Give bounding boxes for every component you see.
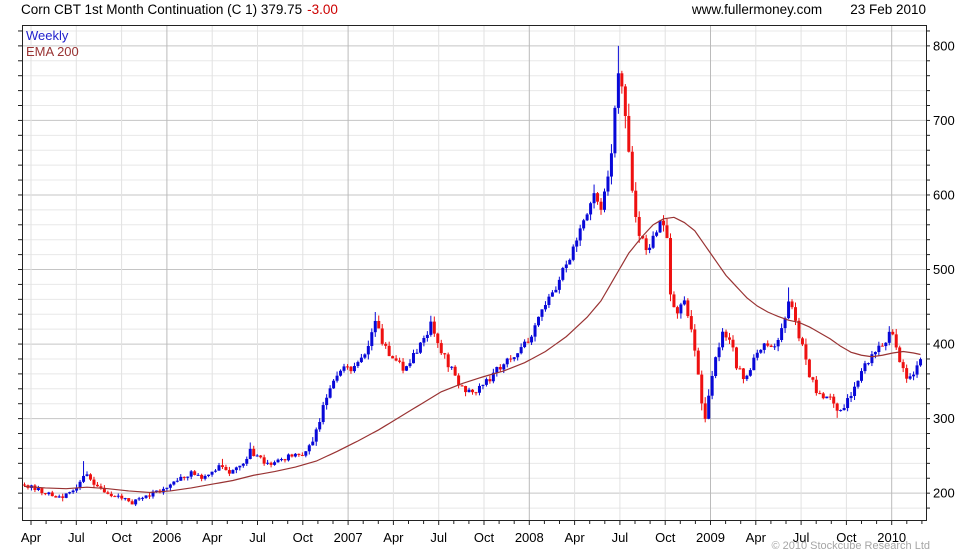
x-axis-label: Apr <box>202 530 223 545</box>
x-axis-label: Jul <box>793 530 810 545</box>
x-axis-label: Apr <box>746 530 767 545</box>
chart-legend: Weekly EMA 200 <box>26 28 79 60</box>
axis-labels-layer: 200 300 400 500 600 700 800 Apr Jul Oct 2006 Apr Jul… <box>21 38 955 545</box>
x-axis-label: 2010 <box>877 530 906 545</box>
instrument-title: Corn CBT 1st Month Continuation (C 1) 37… <box>21 2 303 17</box>
x-axis-label: Jul <box>249 530 266 545</box>
header-right: www.fullermoney.com 23 Feb 2010 <box>692 2 926 17</box>
copyright-notice: © 2010 Stockcube Research Ltd <box>771 540 930 552</box>
page-title: Corn CBT 1st Month Continuation (C 1) 37… <box>21 2 338 17</box>
x-axis-label: Jul <box>68 530 85 545</box>
x-axis-label: Jul <box>612 530 629 545</box>
y-axis-label: 400 <box>933 337 955 352</box>
legend-weekly: Weekly <box>26 28 69 43</box>
date-text: 23 Feb 2010 <box>850 2 926 17</box>
chart-header: Corn CBT 1st Month Continuation (C 1) 37… <box>0 2 980 17</box>
y-axis-label: 200 <box>933 486 955 501</box>
x-axis-label: Oct <box>655 530 676 545</box>
ema-line-layer <box>24 216 921 494</box>
y-axis-label: 800 <box>933 38 955 53</box>
x-axis-label: Oct <box>474 530 495 545</box>
x-axis-label: 2009 <box>696 530 725 545</box>
y-axis-label: 300 <box>933 411 955 426</box>
x-axis-label: Jul <box>430 530 447 545</box>
y-axis-label: 500 <box>933 262 955 277</box>
x-axis-label: Apr <box>564 530 585 545</box>
x-axis-label: Oct <box>111 530 132 545</box>
x-axis-label: Apr <box>383 530 404 545</box>
x-axis-label: Oct <box>293 530 314 545</box>
x-axis-label: Oct <box>836 530 857 545</box>
x-axis-label: Apr <box>21 530 42 545</box>
website-text: www.fullermoney.com <box>691 2 823 17</box>
legend-ema200: EMA 200 <box>26 44 79 59</box>
x-axis-label: 2007 <box>334 530 363 545</box>
x-axis-label: 2006 <box>152 530 181 545</box>
candles-layer <box>23 45 923 507</box>
y-axis-label: 700 <box>933 113 955 128</box>
grid-layer <box>22 25 926 520</box>
price-change: -3.00 <box>307 2 338 17</box>
axis-layer <box>18 25 930 525</box>
x-axis-label: 2008 <box>515 530 544 545</box>
ema-200-line <box>24 216 921 494</box>
y-axis-label: 600 <box>933 187 955 202</box>
